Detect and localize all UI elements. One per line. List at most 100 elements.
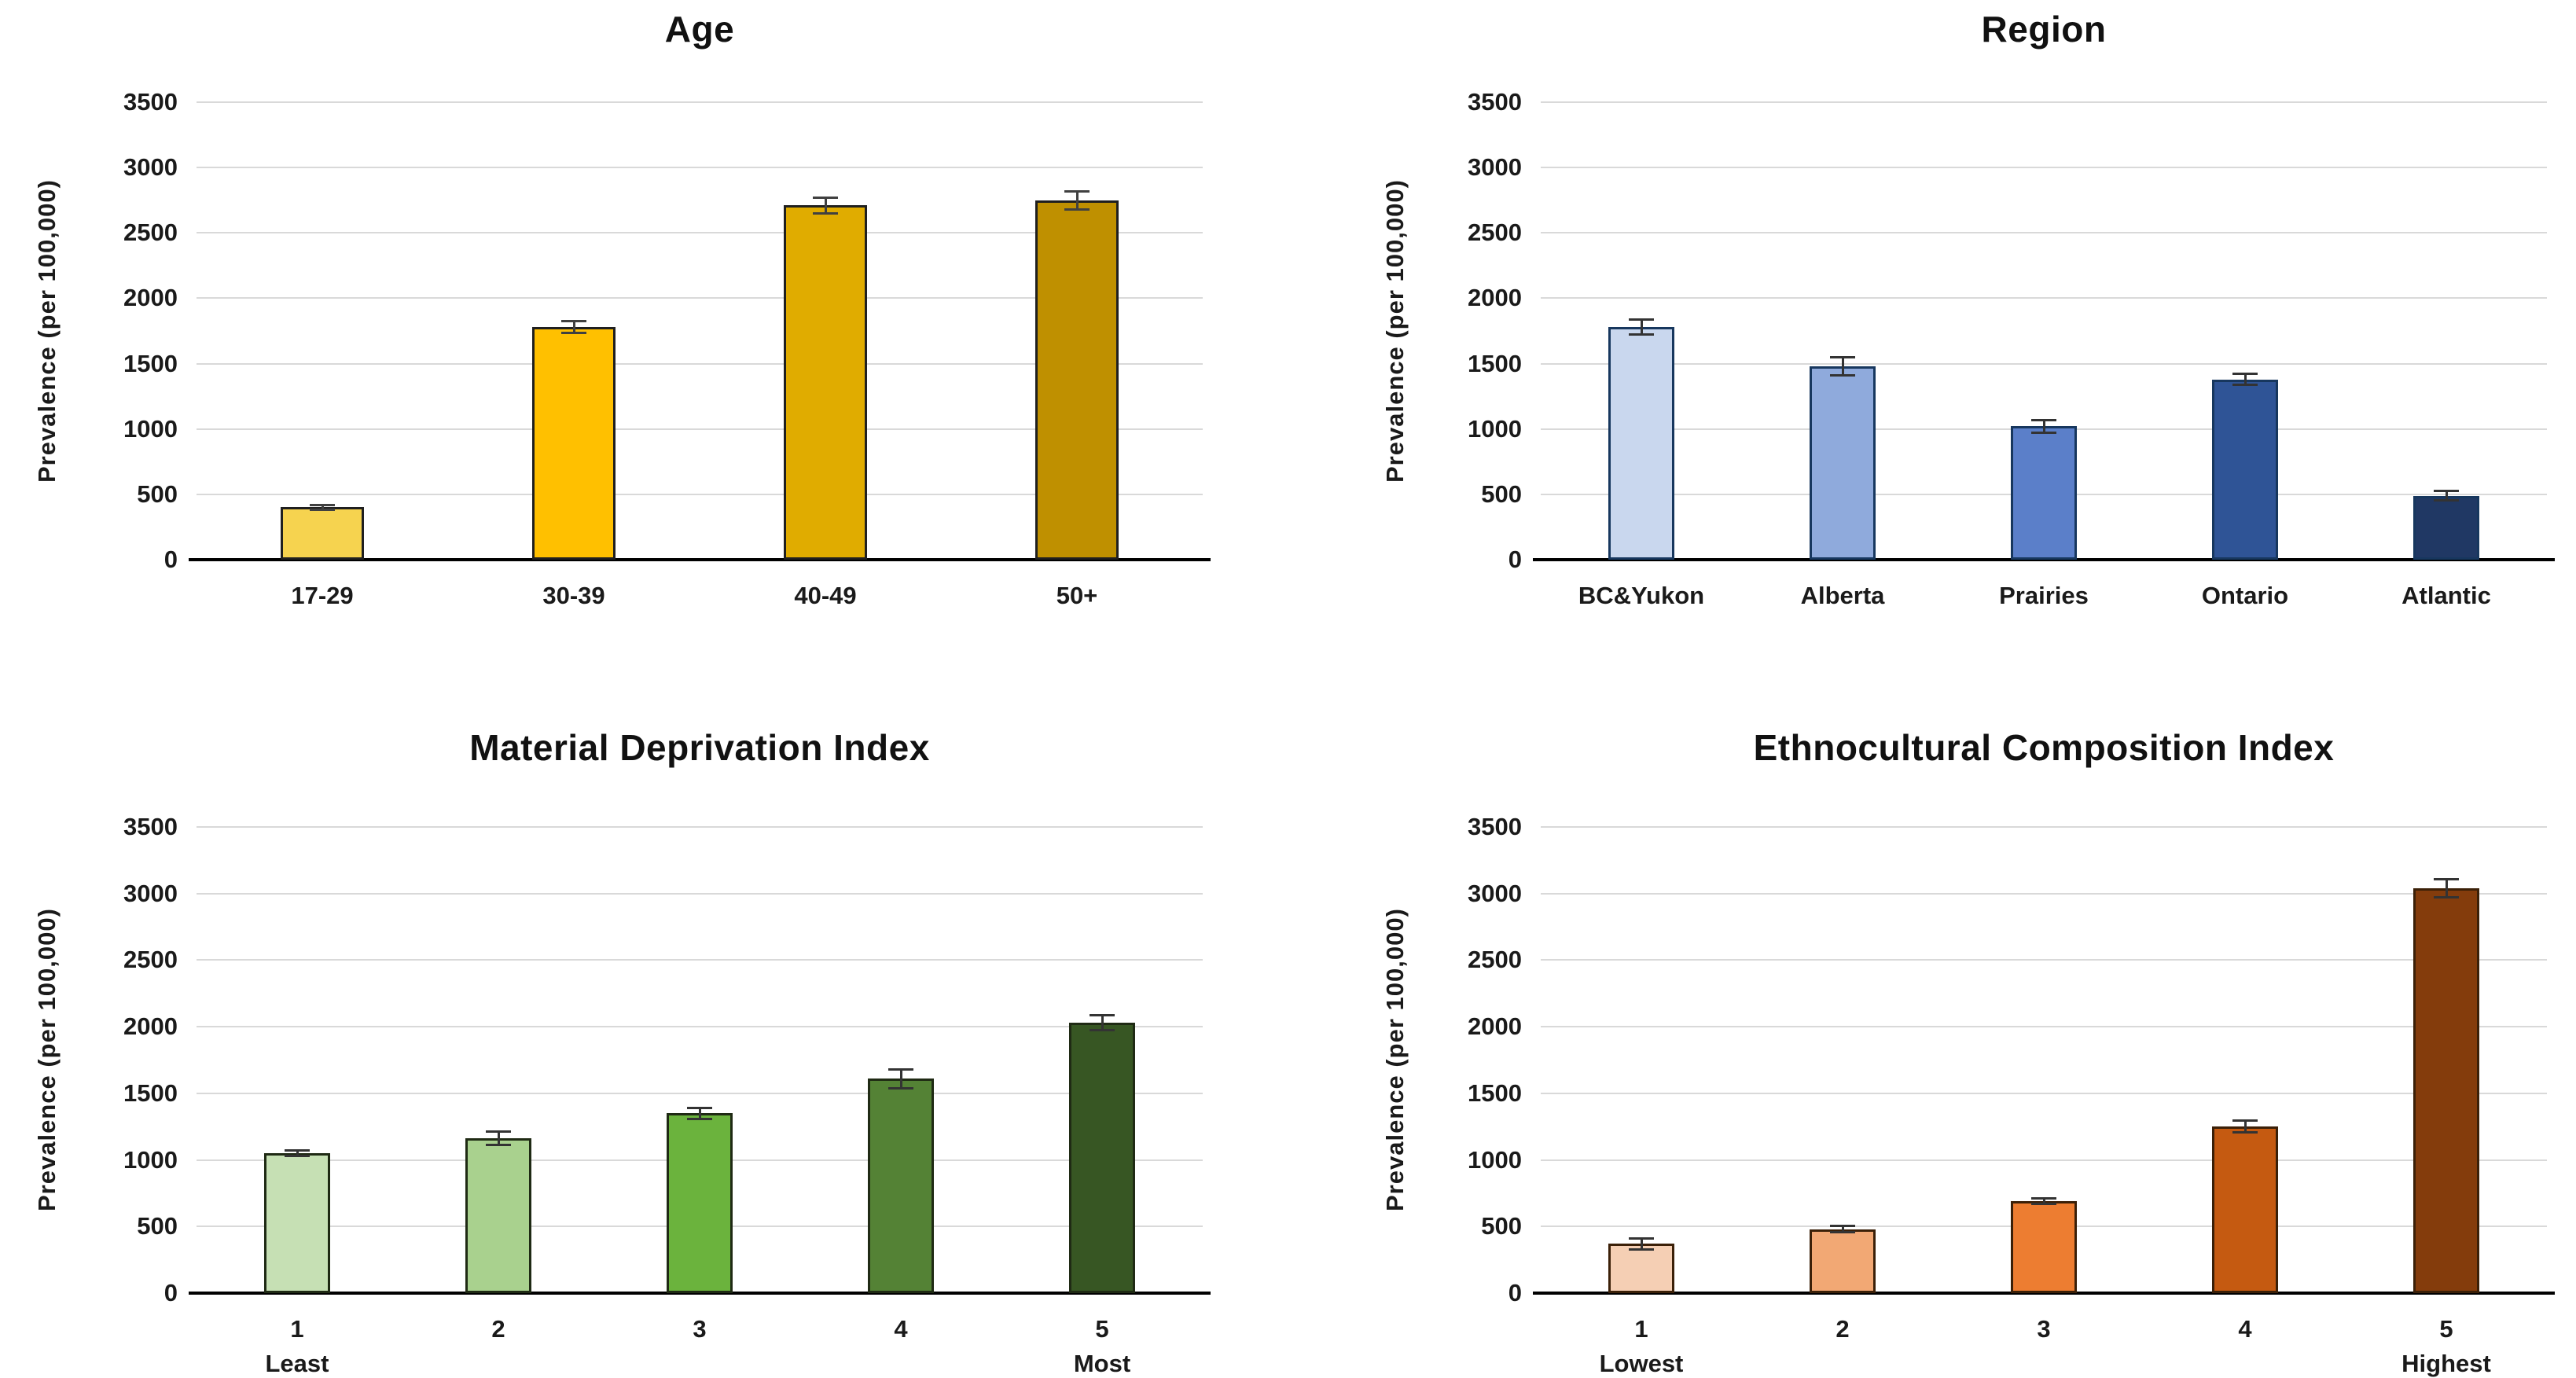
chart-title-age: Age	[664, 9, 735, 50]
y-tick-label: 1500	[1468, 349, 1522, 377]
bar-4	[2212, 1126, 2278, 1293]
y-tick-label: 1000	[1468, 414, 1522, 443]
x-axis-line	[189, 558, 1211, 561]
gridline	[197, 297, 1203, 299]
bar-3	[667, 1113, 733, 1293]
error-bar-cap	[561, 331, 586, 334]
error-bar-cap	[2232, 1119, 2258, 1123]
gridline	[197, 167, 1203, 169]
gridline	[197, 1026, 1203, 1028]
gridline	[197, 1092, 1203, 1094]
gridline	[197, 362, 1203, 365]
gridline	[1541, 1159, 2547, 1161]
error-bar-cap	[1629, 1248, 1654, 1251]
gridline	[1541, 232, 2547, 234]
x-tick-label: 17-29	[291, 582, 354, 609]
gridline	[197, 428, 1203, 430]
x-tick-label: BC&Yukon	[1578, 582, 1705, 609]
gridline	[1541, 1092, 2547, 1094]
bar-Atlantic	[2413, 496, 2479, 560]
y-tick-label: 2000	[123, 1012, 178, 1041]
x-tick-sublabel: Highest	[2401, 1350, 2491, 1377]
chart-panel-age: Age Prevalence (per 100,000) 3500 3000 250…	[0, 0, 1288, 690]
y-tick-label: 2500	[123, 219, 178, 247]
error-bar-line	[2244, 373, 2247, 385]
gridline	[1541, 101, 2547, 103]
x-tick-sublabel: Most	[1073, 1350, 1131, 1377]
x-axis-line	[1533, 1292, 2555, 1295]
y-tick-label: 3000	[1468, 879, 1522, 907]
y-tick-label: 3500	[123, 813, 178, 840]
plot-area-ethnocultural-composition: 3500 3000 2500 2000 1500 1000 500 0 1 Lowest 2 3 4 5 H…	[1468, 813, 2555, 1377]
error-bar-line	[825, 197, 827, 214]
bar-4	[868, 1079, 934, 1293]
x-tick-label: 4	[2238, 1315, 2252, 1343]
bar-2	[1810, 1229, 1876, 1293]
error-bar-cap	[1064, 208, 1090, 211]
y-tick-label: 2000	[1468, 1012, 1522, 1041]
x-tick-label: Atlantic	[2401, 582, 2491, 609]
error-bar-cap	[285, 1154, 310, 1157]
error-bar-line	[1101, 1015, 1104, 1031]
x-tick-label: 4	[894, 1315, 908, 1343]
x-tick-label: 2	[1836, 1315, 1850, 1343]
y-tick-label: 0	[164, 546, 178, 573]
error-bar-line	[2446, 491, 2448, 501]
error-bar-line	[573, 321, 575, 333]
error-bar-cap	[285, 1149, 310, 1152]
y-tick-label: 3500	[1468, 88, 1522, 116]
x-tick-label: Ontario	[2201, 582, 2289, 609]
gridline	[1541, 362, 2547, 365]
gridline	[197, 232, 1203, 234]
error-bar-line	[322, 505, 324, 510]
y-tick-label: 1500	[123, 1079, 178, 1107]
error-bar-line	[1842, 1226, 1844, 1233]
error-bar-line	[498, 1131, 500, 1145]
chart-panel-region: Region Prevalence (per 100,000) 3500 3000…	[1288, 0, 2576, 690]
x-tick-label: 5	[2439, 1315, 2453, 1343]
error-bar-cap	[1830, 355, 1855, 358]
error-bar-cap	[2232, 383, 2258, 386]
bar-30-39	[532, 327, 616, 560]
bar-Prairies	[2011, 426, 2077, 560]
gridline	[197, 493, 1203, 495]
error-bar-cap	[1629, 318, 1654, 321]
x-tick-label: 40-49	[794, 582, 857, 609]
bar-40-49	[784, 205, 867, 560]
error-bar-cap	[561, 320, 586, 323]
x-tick-sublabel: Lowest	[1599, 1350, 1684, 1377]
error-bar-line	[2043, 420, 2045, 433]
y-tick-label: 500	[1481, 480, 1522, 508]
y-tick-label: 1500	[123, 349, 178, 377]
chart-title-material-deprivation: Material Deprivation Index	[469, 727, 930, 768]
error-bar-cap	[888, 1086, 913, 1090]
error-bar-cap	[2031, 432, 2056, 435]
error-bar-line	[1842, 357, 1844, 376]
gridline	[197, 101, 1203, 103]
x-tick-label: 3	[2037, 1315, 2051, 1343]
x-axis-line	[1533, 558, 2555, 561]
x-tick-label: 2	[491, 1315, 505, 1343]
error-bar-line	[1076, 191, 1079, 210]
error-bar-cap	[310, 509, 335, 512]
gridline	[1541, 167, 2547, 169]
y-tick-label: 500	[137, 1212, 178, 1240]
error-bar-cap	[1064, 189, 1090, 193]
y-tick-label: 3500	[1468, 813, 1522, 840]
error-bar-cap	[687, 1106, 712, 1109]
error-bar-line	[2446, 879, 2448, 898]
y-tick-label: 1000	[123, 1145, 178, 1174]
gridline	[1541, 959, 2547, 961]
y-tick-label: 500	[1481, 1212, 1522, 1240]
plot-area-material-deprivation: 3500 3000 2500 2000 1500 1000 500 0 1 Least 2 3 4 5 Mo…	[123, 813, 1211, 1377]
error-bar-cap	[1629, 333, 1654, 336]
y-tick-label: 2000	[123, 284, 178, 312]
y-tick-label: 3000	[123, 153, 178, 182]
error-bar-cap	[2434, 896, 2459, 899]
gridline	[1541, 892, 2547, 895]
x-tick-label: Prairies	[1999, 582, 2089, 609]
bar-1	[1608, 1244, 1674, 1293]
error-bar-cap	[813, 196, 838, 199]
y-tick-label: 0	[1508, 546, 1522, 573]
